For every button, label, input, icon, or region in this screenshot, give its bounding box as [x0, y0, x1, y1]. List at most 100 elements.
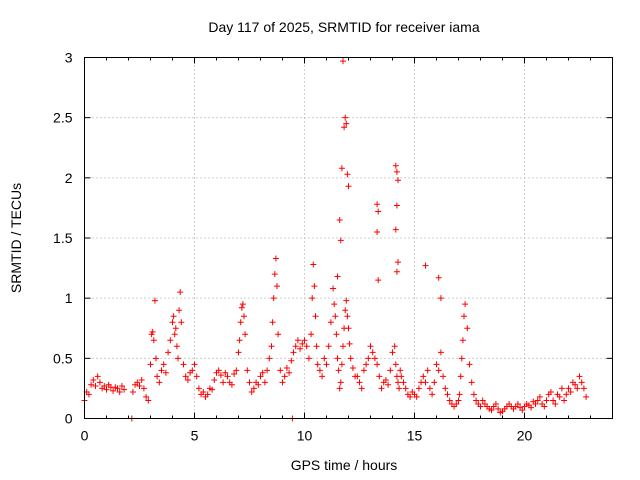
data-point: [457, 373, 464, 380]
data-point: [479, 397, 486, 404]
data-point: [178, 319, 185, 326]
data-point: [215, 367, 222, 374]
data-point: [337, 379, 344, 386]
data-point: [209, 386, 216, 393]
data-point: [392, 361, 399, 368]
data-point: [323, 361, 330, 368]
data-point: [550, 397, 557, 404]
data-point: [268, 343, 275, 350]
data-point: [319, 373, 326, 380]
data-point: [397, 367, 404, 374]
data-point: [565, 385, 572, 392]
data-point: [561, 397, 568, 404]
data-point: [446, 397, 453, 404]
data-point: [358, 385, 365, 392]
data-point: [182, 373, 189, 380]
data-point: [340, 343, 346, 350]
data-point: [583, 393, 590, 400]
data-point: [461, 313, 467, 320]
data-point: [345, 325, 352, 332]
data-point: [492, 401, 499, 408]
data-point: [283, 364, 290, 371]
data-point: [330, 285, 337, 292]
data-point: [269, 319, 276, 326]
data-point: [325, 343, 332, 350]
x-axis-label: GPS time / hours: [291, 457, 398, 473]
data-point: [217, 372, 224, 379]
data-point: [398, 373, 405, 380]
data-point: [344, 171, 351, 178]
data-point: [138, 376, 145, 383]
data-point: [281, 373, 288, 380]
x-tick-label: 0: [81, 428, 89, 444]
data-point: [338, 165, 345, 172]
data-point: [371, 355, 378, 362]
data-point: [145, 397, 152, 404]
data-point: [473, 397, 480, 404]
data-point: [346, 340, 353, 347]
data-point: [264, 367, 271, 374]
data-point: [459, 337, 466, 344]
data-point: [134, 379, 141, 386]
data-point: [336, 216, 343, 223]
data-point: [576, 373, 583, 380]
data-point: [170, 313, 177, 320]
data-point: [321, 355, 328, 362]
data-point: [392, 226, 399, 233]
data-point: [272, 255, 279, 262]
data-point: [395, 379, 401, 386]
data-point: [297, 345, 304, 352]
data-point: [211, 376, 218, 383]
plot-frame: [84, 57, 613, 419]
data-point: [541, 403, 548, 410]
data-point: [365, 355, 372, 362]
data-point: [277, 367, 284, 374]
data-point: [345, 183, 352, 190]
data-point: [458, 355, 465, 362]
data-point: [288, 357, 295, 364]
data-point: [395, 259, 401, 266]
data-point: [118, 383, 125, 390]
data-point: [382, 376, 389, 383]
data-point: [456, 391, 463, 398]
y-axis-label: SRMTID / TECUs: [8, 183, 24, 293]
data-point: [413, 393, 420, 400]
data-point: [189, 367, 196, 374]
data-point: [572, 381, 579, 388]
data-point: [180, 361, 187, 368]
data-point: [341, 124, 348, 131]
data-point: [239, 301, 246, 308]
data-point: [462, 301, 469, 308]
data-point: [495, 405, 502, 412]
data-point: [360, 367, 367, 374]
data-point: [237, 319, 244, 326]
data-point: [429, 391, 436, 398]
data-point: [150, 337, 157, 344]
y-tick-label: 2: [65, 170, 73, 186]
data-point: [558, 385, 565, 392]
data-point: [391, 343, 398, 350]
data-point: [567, 389, 574, 396]
data-point: [376, 373, 383, 380]
data-point: [407, 393, 414, 400]
data-point: [340, 58, 346, 65]
data-point: [543, 397, 550, 404]
data-point: [332, 313, 339, 320]
data-point: [235, 349, 242, 356]
data-point: [385, 381, 392, 388]
x-tick-label: 5: [191, 428, 199, 444]
data-point: [389, 349, 396, 356]
x-tick-label: 20: [517, 428, 533, 444]
data-point: [167, 337, 174, 344]
data-point: [316, 367, 323, 374]
data-point: [103, 386, 110, 393]
data-point: [466, 361, 473, 368]
data-point: [231, 370, 238, 377]
data-point: [299, 340, 306, 347]
data-point: [331, 301, 338, 308]
data-point: [334, 273, 341, 280]
chart-title: Day 117 of 2025, SRMTID for receiver iam…: [208, 19, 480, 35]
data-point: [257, 373, 264, 380]
data-point: [356, 379, 363, 386]
data-point: [158, 367, 165, 374]
